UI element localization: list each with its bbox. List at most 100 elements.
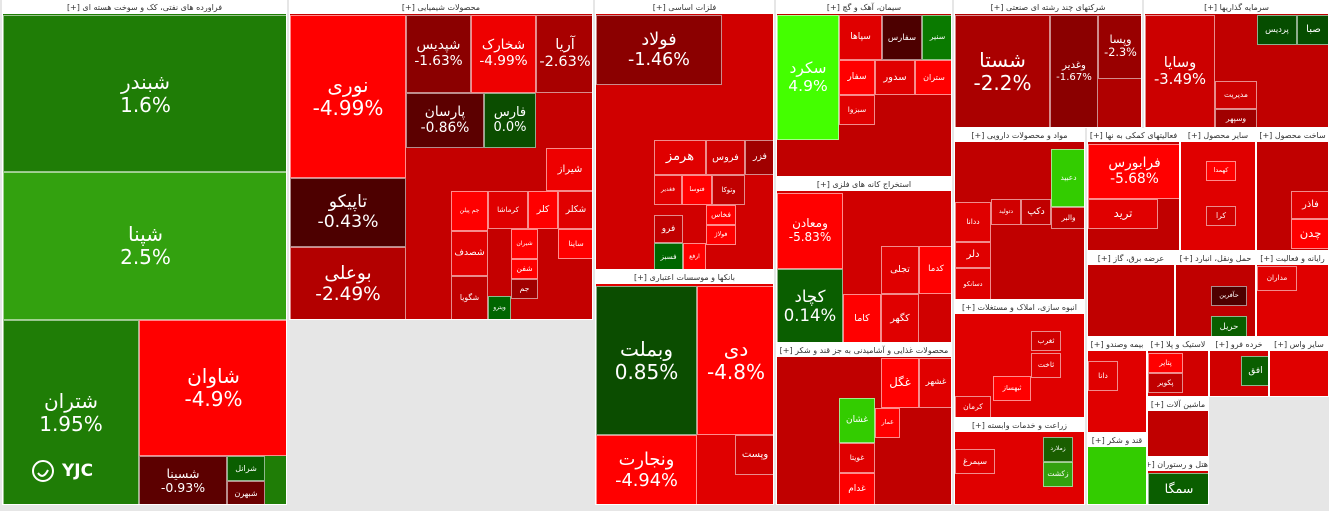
stock-name: فروس [712,151,739,163]
stock-tile: فزر [745,140,773,175]
sector-title: محصولات شیمیایی [+] [290,1,592,14]
stock-tile: وتوکا [712,175,745,205]
stock-change: 1.6% [120,92,171,117]
stock-tile: افق [1241,356,1268,386]
stock-change: 0.85% [614,359,679,384]
stock-name: دتولید [998,207,1014,215]
stock-name: نوری [327,72,369,97]
stock-name: غگل [889,375,911,390]
stock-name: کگهر [890,312,910,324]
stock-name: شبندر [121,69,170,94]
stock-name: کدما [928,264,944,275]
stock-tile: مدیریت [1215,81,1257,109]
stock-tile: صبا [1297,15,1328,45]
stock-name: مداران [1266,273,1288,283]
stock-change: 4.9% [788,76,828,95]
sector-title: رایانه و فعالیت [+] [1257,252,1328,265]
stock-name: شگویا [459,293,480,303]
stock-tile: دکپ [1021,199,1051,225]
stock-tile: ددانا [955,202,991,242]
sector-title: انبوه سازی، املاک و مستغلات [+] [955,301,1084,314]
stock-tile: ثغرب [1031,331,1061,351]
stock-name: دی [723,336,749,361]
stock-tile: زکشت [1043,462,1073,487]
stock-tile: شیراز [546,148,592,191]
stock-change: -4.94% [615,470,678,491]
stock-name: هرمز [665,149,695,165]
sector-title: فلزات اساسی [+] [596,1,773,14]
sector: ماشین آلات [+] [1147,397,1209,457]
stock-change: -2.63% [539,54,591,70]
stock-change: 0.14% [783,305,837,325]
sector-title: سایر محصول [+] [1181,129,1255,142]
stock-name: سکرد [789,58,827,77]
stock-name: سپاها [850,32,871,43]
stock-tile: سدور [875,60,915,95]
stock-tile: کرا [1206,206,1236,226]
stock-tile: پارسان -0.86% [406,93,484,148]
stock-tile: والبر [1051,207,1084,229]
sector: محصولات شیمیایی [+] نوری -4.99% تاپیکو -0.43… [289,0,593,320]
stock-tile: کدما [919,246,951,294]
stock-tile: کگهر [881,294,919,342]
stock-name: دسانکو [963,279,983,288]
stock-tile: آریا -2.63% [536,15,592,93]
stock-name: چدن [1299,226,1322,241]
stock-tile: بوعلی -2.49% [290,247,406,319]
stock-tile: ویترو [488,296,511,319]
stock-tile: غگل [881,358,919,408]
stock-name: دانا [1098,370,1108,380]
stock-name: کلر [536,203,550,215]
stock-name: سفار [847,72,867,83]
stock-tile: سبزوا [839,95,875,125]
stock-tile: چدن [1291,219,1328,249]
stock-tile: شپدیس -1.63% [406,15,471,93]
stock-name: پردیس [1265,24,1289,35]
stock-tile: شکلر [558,191,592,229]
stock-name: حریل [1219,321,1239,332]
stock-tile: کهمدا [1206,161,1236,181]
sector: عرضه برق، گاز [+] [1087,251,1175,337]
stock-change: -4.99% [312,95,384,120]
sector: لاستیک و پلا [+] پتایر پکویر [1147,337,1209,397]
stock-tile: شتران 1.95% [3,320,139,504]
stock-name: بوعلی [324,262,372,284]
sector-title: سرمایه گذاریها [+] [1145,1,1328,14]
sector-title: عرضه برق، گاز [+] [1088,252,1174,265]
stock-tile: دسانکو [955,268,991,299]
stock-name: وپست [741,449,769,461]
stock-name: غویتا [849,452,865,462]
stock-change: -0.43% [317,211,379,232]
stock-name: صبا [1306,24,1321,36]
stock-tile: شفن [511,259,538,279]
sector: مواد و محصولات دارویی [+] دعبید والبر دتولی… [954,128,1085,300]
stock-tile: غدام [839,473,875,504]
stock-name: ثاخت [1037,360,1055,370]
stock-tile: شبندر 1.6% [3,15,286,172]
sector: رایانه و فعالیت [+] مداران [1256,251,1329,337]
sector: قند و شکر [+] [1087,433,1147,505]
sector-title: مواد و محصولات دارویی [+] [955,129,1084,142]
stock-tile: سمگا [1148,473,1208,504]
stock-tile: غویتا [839,443,875,473]
stock-tile: نوری -4.99% [290,15,406,178]
stock-tile: فتوسا [682,175,712,205]
stock-tile: سفارس [882,15,922,60]
sector: حمل ونقل، انبارد [+] حآفرین حریل [1175,251,1256,337]
stock-tile: فروس [706,140,745,175]
stock-name: ستران [923,72,945,82]
stock-name: فولاد [641,29,677,50]
sector: بیمه وصندو [+] دانا [1087,337,1147,433]
sector: سیمان، آهک و گچ [+] سکرد 4.9% سپاها سفارس سنی… [776,0,952,177]
stock-tile: شپنا 2.5% [3,172,286,320]
stock-name: وبملت [619,336,674,361]
sector-title: شرکتهای چند رشته ای صنعتی [+] [955,1,1141,14]
stock-change: -4.9% [184,387,243,411]
stock-name: فتوسا [689,186,705,194]
stock-name: پتایر [1159,357,1172,367]
stock-name: غشهر [925,377,947,388]
stock-tile: کچاد 0.14% [777,269,843,342]
stock-name: فارس [493,104,527,120]
stock-change: -1.46% [628,50,690,70]
